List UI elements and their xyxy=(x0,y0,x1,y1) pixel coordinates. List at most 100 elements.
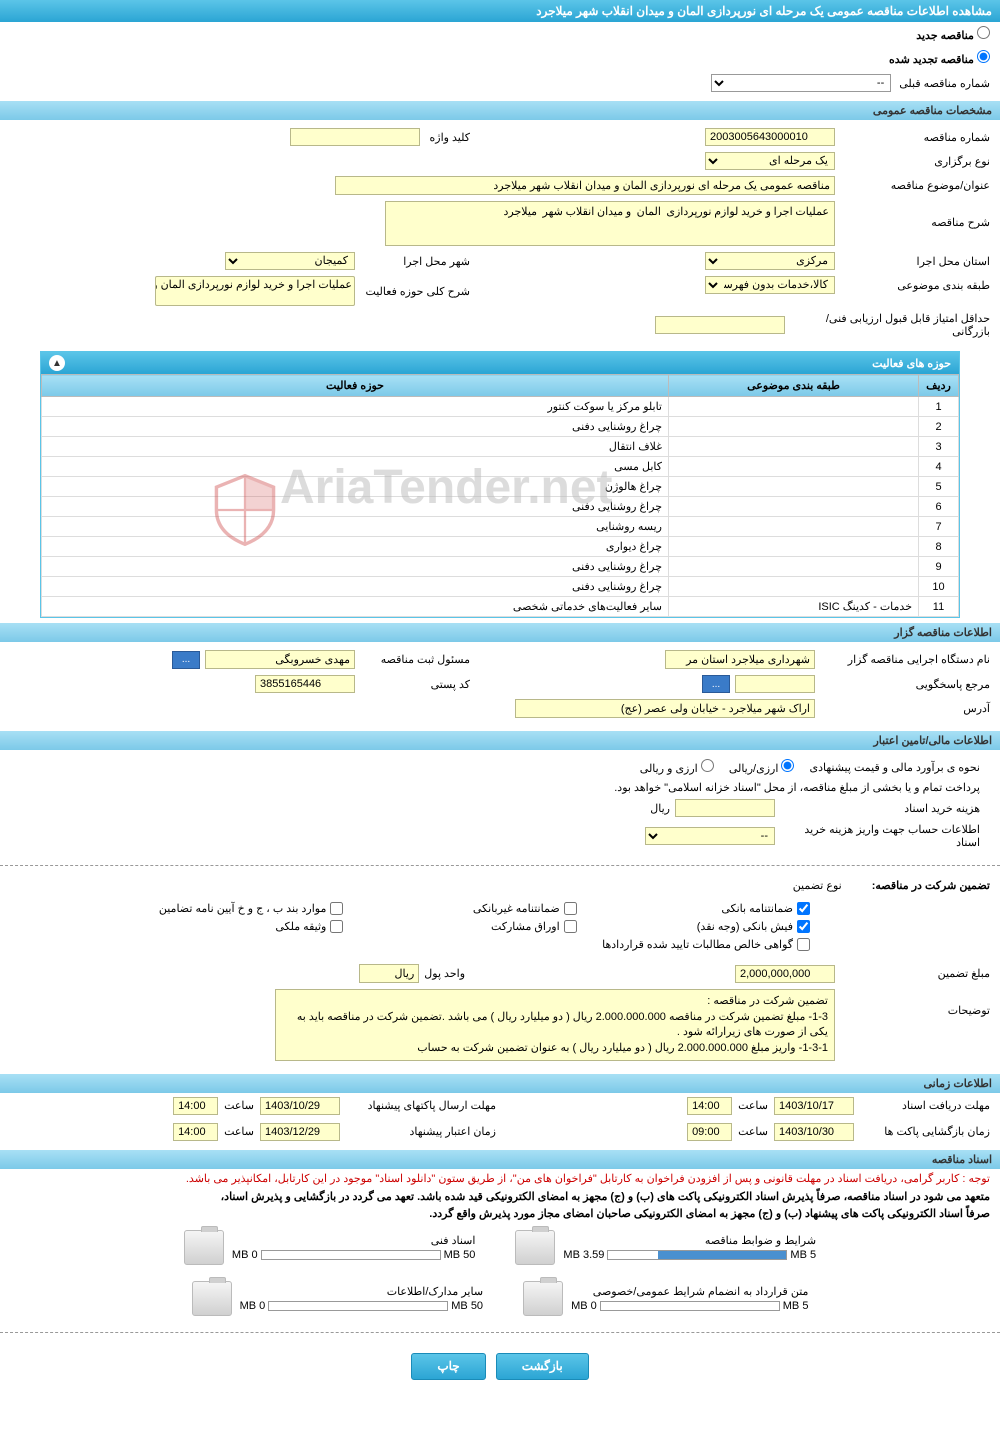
row-idx: 7 xyxy=(919,517,959,537)
row-field: کابل مسی xyxy=(42,457,669,477)
radio-new-tender[interactable]: مناقصه جدید xyxy=(916,30,990,42)
estimate-label: نحوه ی برآورد مالی و قیمت پیشنهادی xyxy=(809,761,980,774)
folder-icon[interactable] xyxy=(192,1281,232,1316)
time-label-4: ساعت xyxy=(224,1125,254,1138)
section-timing: اطلاعات زمانی xyxy=(0,1074,1000,1093)
tender-no-label: شماره مناقصه xyxy=(840,131,990,144)
radio-new-input[interactable] xyxy=(977,26,990,39)
doc-used: 0 MB xyxy=(240,1300,266,1312)
guarantee-checkboxes: ضمانتنامه بانکی ضمانتنامه غیربانکی موارد… xyxy=(120,897,820,956)
city-select[interactable]: کمیجان xyxy=(225,252,355,270)
opt-both[interactable]: ارزی و ریالی xyxy=(640,759,714,775)
prev-tender-row: شماره مناقصه قبلی -- xyxy=(0,70,1000,96)
row-cat xyxy=(669,577,919,597)
activity-table-wrap: حوزه های فعالیت ▲ ردیف طبقه بندی موضوعی … xyxy=(40,351,960,618)
activity-table: ردیف طبقه بندی موضوعی حوزه فعالیت 1تابلو… xyxy=(41,374,959,617)
table-row: 4کابل مسی xyxy=(42,457,959,477)
summary-select[interactable]: عملیات اجرا و خرید لوازم نورپردازی المان… xyxy=(155,276,355,306)
reply-ref-input[interactable] xyxy=(735,675,815,693)
type-label: نوع برگزاری xyxy=(840,155,990,168)
folder-icon[interactable] xyxy=(523,1281,563,1316)
unit-value: ریال xyxy=(359,964,419,983)
province-select[interactable]: مرکزی xyxy=(705,252,835,270)
table-row: 6چراغ روشنایی دفنی xyxy=(42,497,959,517)
prev-tender-select[interactable]: -- xyxy=(711,74,891,92)
section-financial: اطلاعات مالی/تامین اعتبار xyxy=(0,731,1000,750)
section-general-specs: مشخصات مناقصه عمومی xyxy=(0,101,1000,120)
category-label: طبقه بندی موضوعی xyxy=(840,279,990,292)
reg-officer-button[interactable]: ... xyxy=(172,651,200,669)
folder-icon[interactable] xyxy=(184,1230,224,1265)
tender-type-radios-2: مناقصه تجدید شده xyxy=(0,46,1000,70)
opt-rial[interactable]: ارزی/ریالی xyxy=(729,759,795,775)
city-label: شهر محل اجرا xyxy=(360,255,470,268)
type-select[interactable]: یک مرحله ای xyxy=(705,152,835,170)
address-value: اراک شهر میلاجرد - خیابان ولی عصر (عج) xyxy=(515,699,815,718)
general-specs-content: شماره مناقصه 2003005643000010 نوع برگزار… xyxy=(0,120,1000,346)
table-row: 11خدمات - کدینگ ISICسایر فعالیت‌های خدما… xyxy=(42,597,959,617)
deposit-account-select[interactable]: -- xyxy=(645,827,775,845)
doc-item[interactable]: سایر مدارک/اطلاعات50 MB0 MB xyxy=(192,1281,484,1316)
min-score-label: حداقل امتیاز قابل قبول ارزیابی فنی/بازرگ… xyxy=(790,312,990,338)
tender-type-radios: مناقصه جدید xyxy=(0,22,1000,46)
min-score-input[interactable] xyxy=(655,316,785,334)
doc-fee-input[interactable] xyxy=(675,799,775,817)
row-field: ریسه روشنایی xyxy=(42,517,669,537)
rial-label: ریال xyxy=(650,802,670,815)
back-button[interactable]: بازگشت xyxy=(496,1353,589,1380)
doc-total: 5 MB xyxy=(790,1249,816,1261)
chk-bank[interactable]: ضمانتنامه بانکی xyxy=(597,902,810,915)
row-idx: 5 xyxy=(919,477,959,497)
subject-label: عنوان/موضوع مناقصه xyxy=(840,179,990,192)
opt-rial-input[interactable] xyxy=(781,759,794,772)
print-button[interactable]: چاپ xyxy=(411,1353,485,1380)
chk-bylaw[interactable]: موارد بند ب ، ج و خ آیین نامه تضامین xyxy=(130,902,343,915)
row-cat xyxy=(669,557,919,577)
address-label: آدرس xyxy=(820,702,990,715)
province-label: استان محل اجرا xyxy=(840,255,990,268)
keyword-input[interactable] xyxy=(290,128,420,146)
open-date: 1403/10/30 xyxy=(774,1123,854,1141)
docs-note-3: صرفاً اسناد الکترونیکی پاکت های پیشنهاد … xyxy=(0,1205,1000,1222)
collapse-icon[interactable]: ▲ xyxy=(49,355,65,371)
progress-bar xyxy=(261,1250,441,1260)
separator-2 xyxy=(0,1332,1000,1333)
radio-renewed-tender[interactable]: مناقصه تجدید شده xyxy=(889,54,990,66)
chk-receivables[interactable]: گواهی خالص مطالبات تایید شده قراردادها xyxy=(597,938,810,951)
radio-renewed-input[interactable] xyxy=(977,50,990,63)
table-row: 1تابلو مرکز یا سوکت کنتور xyxy=(42,397,959,417)
doc-used: 0 MB xyxy=(571,1300,597,1312)
validity-date: 1403/12/29 xyxy=(260,1123,340,1141)
doc-item[interactable]: شرایط و ضوابط مناقصه5 MB3.59 MB xyxy=(515,1230,816,1265)
radio-new-label: مناقصه جدید xyxy=(916,30,974,42)
row-cat xyxy=(669,497,919,517)
col-category: طبقه بندی موضوعی xyxy=(669,375,919,397)
send-deadline-label: مهلت ارسال پاکتهای پیشنهاد xyxy=(346,1099,496,1112)
doc-item[interactable]: اسناد فنی50 MB0 MB xyxy=(184,1230,476,1265)
subject-value: مناقصه عمومی یک مرحله ای نورپردازی المان… xyxy=(335,176,835,195)
docs-row: متن قرارداد به انضمام شرایط عمومی/خصوصی5… xyxy=(0,1273,1000,1324)
chk-property[interactable]: وثیقه ملکی xyxy=(130,920,343,933)
time-label-2: ساعت xyxy=(224,1099,254,1112)
send-date: 1403/10/29 xyxy=(260,1097,340,1115)
chk-fish[interactable]: فیش بانکی (وجه نقد) xyxy=(597,920,810,933)
row-idx: 8 xyxy=(919,537,959,557)
financial-content: نحوه ی برآورد مالی و قیمت پیشنهادی ارزی/… xyxy=(0,750,1000,857)
send-time: 14:00 xyxy=(173,1097,218,1115)
row-field: تابلو مرکز یا سوکت کنتور xyxy=(42,397,669,417)
doc-title: اسناد فنی xyxy=(232,1234,476,1247)
opt-both-input[interactable] xyxy=(701,759,714,772)
chk-bonds[interactable]: اوراق مشارکت xyxy=(363,920,576,933)
folder-icon[interactable] xyxy=(515,1230,555,1265)
doc-used: 3.59 MB xyxy=(563,1249,604,1261)
exec-value: شهرداری میلاجرد استان مر xyxy=(665,650,815,669)
amount-label: مبلغ تضمین xyxy=(840,967,990,980)
guarantee-section: تضمین شرکت در مناقصه: نوع تضمین xyxy=(0,874,1000,897)
doc-item[interactable]: متن قرارداد به انضمام شرایط عمومی/خصوصی5… xyxy=(523,1281,808,1316)
category-select[interactable]: کالا،خدمات بدون فهرست ب xyxy=(705,276,835,294)
desc-textarea[interactable] xyxy=(385,201,835,246)
reply-ref-button[interactable]: ... xyxy=(702,675,730,693)
postal-value: 3855165446 xyxy=(255,675,355,693)
docs-row: شرایط و ضوابط مناقصه5 MB3.59 MBاسناد فنی… xyxy=(0,1222,1000,1273)
chk-nonbank[interactable]: ضمانتنامه غیربانکی xyxy=(363,902,576,915)
